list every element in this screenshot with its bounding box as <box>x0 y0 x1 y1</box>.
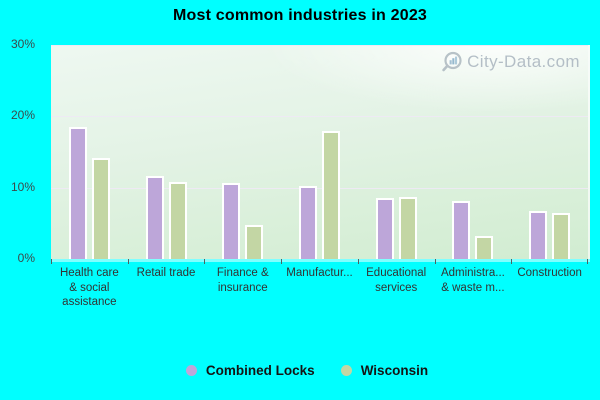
legend-item-combined-locks: Combined Locks <box>185 363 315 378</box>
bar-group-construction <box>511 45 588 259</box>
x-label-line: Educational <box>366 267 427 279</box>
x-tick <box>511 259 513 264</box>
bar-group-administra-waste-m <box>435 45 512 259</box>
x-label-line: Finance & <box>216 267 269 279</box>
x-label-line: Construction <box>517 267 582 279</box>
y-tick-label-30pct: 30% <box>10 37 35 51</box>
y-tick-label-20pct: 20% <box>10 108 35 123</box>
watermark: City-Data.com <box>441 50 580 74</box>
legend-label-wisconsin: Wisconsin <box>360 363 429 378</box>
bar-combined-locks-manufactur <box>298 186 317 259</box>
x-tick <box>434 259 436 264</box>
legend-swatch-wisconsin <box>340 365 352 376</box>
bar-wisconsin-administra-waste-m <box>475 235 494 259</box>
x-label-manufactur: Manufactur... <box>281 266 358 281</box>
bar-wisconsin-manufactur <box>321 130 340 259</box>
bar-wisconsin-educational-services <box>398 196 417 259</box>
x-label-line: Health care <box>59 267 119 279</box>
gridline-20pct <box>51 116 588 118</box>
bar-group-finance-insurance <box>204 45 281 259</box>
x-label-line: Manufactur... <box>286 267 353 279</box>
x-label-educational-services: Educational services <box>358 266 435 295</box>
bar-combined-locks-health-care-social-assistance <box>68 127 87 259</box>
gridline-10pct <box>51 187 588 189</box>
bar-wisconsin-retail-trade <box>168 182 187 259</box>
legend-swatch-combined-locks <box>185 365 197 376</box>
x-label-line: insurance <box>217 281 268 294</box>
x-tick <box>127 259 129 264</box>
x-tick <box>204 259 206 264</box>
bar-group-manufactur <box>281 45 358 259</box>
legend-item-wisconsin: Wisconsin <box>340 363 429 378</box>
bar-wisconsin-finance-insurance <box>245 224 264 259</box>
bar-combined-locks-educational-services <box>375 197 394 259</box>
x-label-line: & social <box>69 281 110 294</box>
bar-combined-locks-finance-insurance <box>222 182 241 259</box>
x-tick <box>587 259 588 264</box>
x-label-administra-waste-m: Administra... & waste m... <box>435 266 512 295</box>
watermark-label: City-Data.com <box>467 52 580 71</box>
x-label-retail-trade: Retail trade <box>128 266 205 281</box>
x-label-line: & waste m... <box>441 281 505 294</box>
x-label-line: assistance <box>62 296 117 308</box>
magnifier-bars-icon <box>442 51 462 72</box>
x-tick <box>51 259 52 264</box>
legend: Combined Locks Wisconsin <box>0 363 600 378</box>
gridline-30pct <box>51 45 588 46</box>
bar-group-health-care-social-assistance <box>51 45 128 259</box>
x-label-construction: Construction <box>511 266 588 281</box>
bar-combined-locks-retail-trade <box>145 175 164 259</box>
x-label-finance-insurance: Finance & insurance <box>204 266 281 295</box>
bar-group-educational-services <box>358 45 435 259</box>
y-tick-label-10pct: 10% <box>10 179 35 194</box>
x-tick <box>281 259 283 264</box>
bar-wisconsin-health-care-social-assistance <box>91 157 110 259</box>
bar-combined-locks-construction <box>529 210 548 259</box>
x-label-line: services <box>375 281 418 294</box>
legend-label-combined-locks: Combined Locks <box>205 363 315 378</box>
bar-wisconsin-construction <box>552 213 571 259</box>
x-tick <box>357 259 359 264</box>
bar-group-retail-trade <box>128 45 205 259</box>
x-label-line: Retail trade <box>136 267 196 279</box>
chart-title: Most common industries in 2023 <box>172 7 428 24</box>
x-label-line: Administra... <box>440 267 505 279</box>
y-tick-label-0pct: 0% <box>17 251 35 265</box>
plot-area: City-Data.com <box>51 45 590 264</box>
bar-combined-locks-administra-waste-m <box>452 201 471 259</box>
x-label-health-care-social-assistance: Health care & social assistance <box>51 266 128 310</box>
